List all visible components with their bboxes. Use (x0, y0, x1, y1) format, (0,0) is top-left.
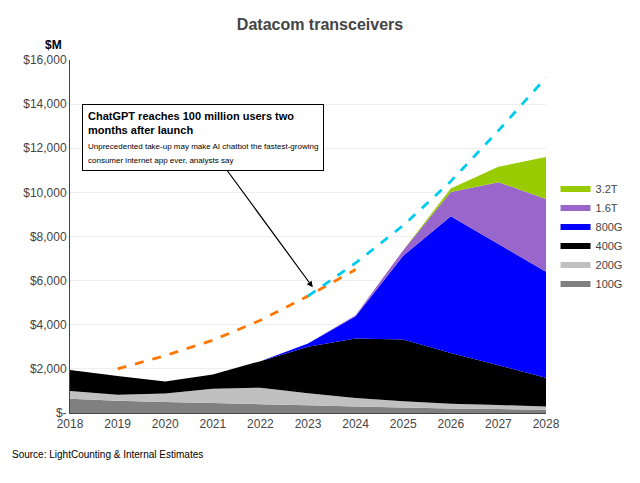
svg-text:$4,000: $4,000 (30, 318, 67, 332)
svg-text:$10,000: $10,000 (23, 186, 67, 200)
svg-text:2027: 2027 (485, 417, 512, 431)
svg-text:2020: 2020 (152, 417, 179, 431)
svg-text:100G: 100G (596, 278, 623, 290)
svg-text:$8,000: $8,000 (30, 230, 67, 244)
svg-text:ChatGPT reaches 100 million us: ChatGPT reaches 100 million users twomon… (88, 110, 318, 165)
svg-text:2024: 2024 (342, 417, 369, 431)
svg-text:2021: 2021 (199, 417, 226, 431)
svg-text:$16,000: $16,000 (23, 53, 67, 67)
svg-text:2028: 2028 (533, 417, 560, 431)
svg-text:1.6T: 1.6T (596, 202, 618, 214)
svg-text:Datacom transceivers: Datacom transceivers (237, 16, 403, 33)
svg-text:3.2T: 3.2T (596, 183, 618, 195)
svg-text:$14,000: $14,000 (23, 97, 67, 111)
svg-text:400G: 400G (596, 240, 623, 252)
svg-text:800G: 800G (596, 221, 623, 233)
svg-text:$M: $M (45, 38, 62, 52)
svg-text:2025: 2025 (390, 417, 417, 431)
svg-text:2023: 2023 (295, 417, 322, 431)
svg-text:$6,000: $6,000 (30, 274, 67, 288)
svg-text:2022: 2022 (247, 417, 274, 431)
svg-text:2018: 2018 (57, 417, 84, 431)
svg-text:$-: $- (56, 406, 67, 420)
svg-text:200G: 200G (596, 259, 623, 271)
svg-text:2026: 2026 (437, 417, 464, 431)
svg-text:2019: 2019 (104, 417, 131, 431)
svg-text:$2,000: $2,000 (30, 362, 67, 376)
svg-text:Source: LightCounting & Intern: Source: LightCounting & Internal Estimat… (12, 449, 203, 460)
svg-text:$12,000: $12,000 (23, 141, 67, 155)
